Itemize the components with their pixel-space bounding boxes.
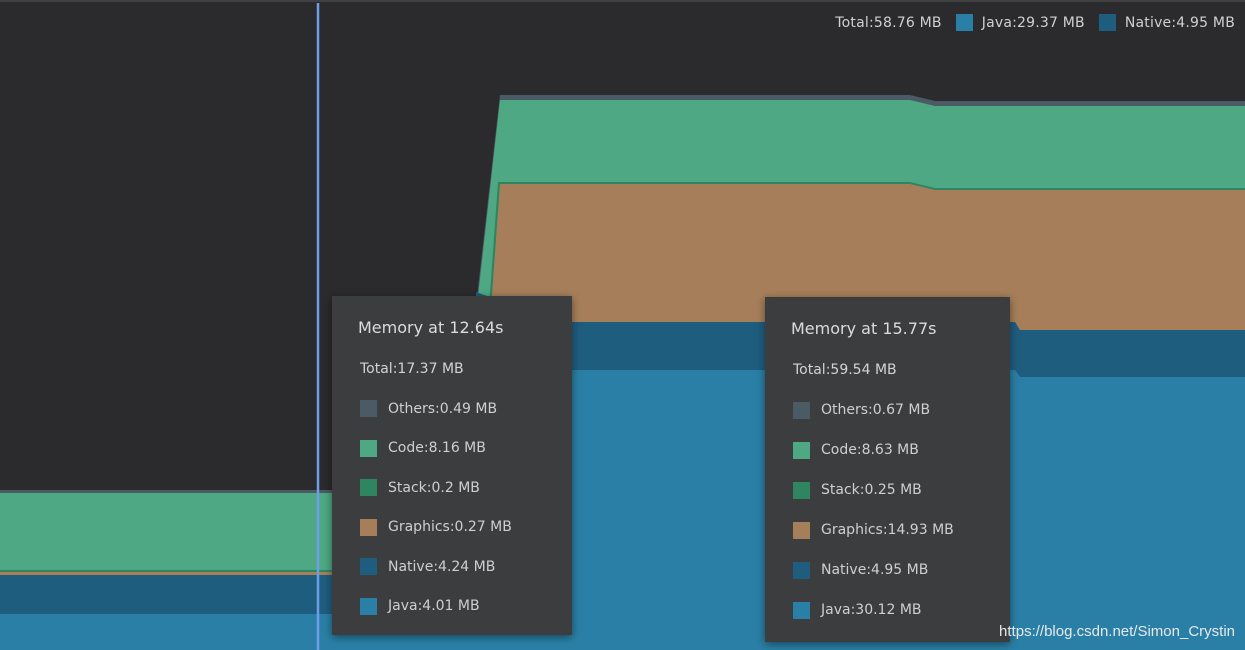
tooltip-row-label: Code:: [821, 442, 862, 458]
tooltip-row-others: Others: 0.49 MB: [358, 389, 572, 429]
tooltip-row-graphics: Graphics: 0.27 MB: [358, 508, 572, 548]
tooltip-row-native: Native: 4.95 MB: [791, 550, 1010, 590]
tooltip-row-value: 4.95 MB: [871, 562, 929, 578]
legend-native: Native:4.95 MB: [1098, 14, 1235, 31]
tooltip-row-value: 0.67 MB: [872, 402, 931, 418]
tooltip-row-code: Code: 8.63 MB: [791, 430, 1010, 470]
tooltip-row-code: Code: 8.16 MB: [358, 429, 572, 469]
chart-legend: Total:58.76 MB Java:29.37 MB Native:4.95…: [835, 14, 1235, 31]
tooltip-row-java: Java: 4.01 MB: [358, 587, 572, 627]
tooltip-row-native: Native: 4.24 MB: [358, 547, 572, 587]
tooltip-row-label: Others:: [821, 402, 873, 418]
tooltip-row-value: 0.49 MB: [439, 400, 498, 417]
tooltip-row-label: Java:: [821, 602, 856, 618]
tooltip-row-value: 30.12 MB: [855, 602, 922, 618]
others-swatch: [360, 400, 377, 418]
legend-java-swatch: [955, 14, 973, 31]
native-swatch: [360, 558, 377, 576]
graphics-swatch: [793, 521, 810, 539]
tooltip-row-label: Others:: [388, 400, 440, 417]
legend-native-swatch: [1098, 14, 1116, 31]
others-swatch: [793, 401, 810, 419]
legend-java: Java:29.37 MB: [955, 14, 1085, 31]
tooltip-row-label: Stack:: [388, 479, 432, 496]
tooltip-row-stack: Stack: 0.2 MB: [358, 468, 572, 508]
code-swatch: [793, 441, 810, 459]
tooltip-row-others: Others: 0.67 MB: [791, 390, 1010, 430]
tooltip-row-value: 4.24 MB: [438, 558, 496, 575]
tooltip-row-value: 0.25 MB: [864, 482, 922, 498]
tooltip-row-value: 8.16 MB: [428, 440, 486, 457]
stack-swatch: [793, 481, 810, 499]
tooltip-row-value: 8.63 MB: [861, 442, 919, 458]
tooltip-row-value: 4.01 MB: [422, 598, 480, 615]
tooltip-row-label: Graphics:: [821, 522, 888, 538]
tooltip-row-label: Code:: [388, 440, 429, 457]
tooltip-row-value: 14.93 MB: [887, 522, 954, 538]
tooltip-total: Total:17.37 MB: [360, 361, 464, 377]
code-swatch: [360, 439, 377, 457]
java-swatch: [360, 597, 377, 615]
native-swatch: [793, 561, 810, 579]
tooltip-title: Memory at 12.64s: [358, 318, 504, 337]
graphics-swatch: [360, 518, 377, 536]
watermark: https://blog.csdn.net/Simon_Crystin: [999, 623, 1235, 640]
tooltip-row-label: Java:: [388, 598, 423, 615]
java-swatch: [793, 601, 810, 619]
legend-total: Total:58.76 MB: [835, 15, 941, 31]
legend-java-label: Java:29.37 MB: [981, 14, 1085, 31]
tooltip-total: Total:59.54 MB: [793, 362, 897, 378]
tooltip-row-value: 0.27 MB: [454, 519, 512, 536]
memory-tooltip-12s: Memory at 12.64s Total:17.37 MB Others: 0…: [332, 296, 572, 635]
stack-swatch: [360, 479, 377, 497]
tooltip-row-label: Native:: [388, 558, 439, 575]
tooltip-row-stack: Stack: 0.25 MB: [791, 470, 1010, 510]
legend-native-label: Native:4.95 MB: [1124, 14, 1235, 31]
legend-total-label: Total:58.76 MB: [835, 14, 942, 31]
tooltip-row-label: Native:: [821, 562, 872, 578]
memory-tooltip-15s: Memory at 15.77s Total:59.54 MB Others: 0…: [765, 297, 1010, 642]
tooltip-row-value: 0.2 MB: [431, 479, 480, 496]
tooltip-title: Memory at 15.77s: [791, 319, 937, 338]
tooltip-row-label: Graphics:: [388, 519, 455, 536]
tooltip-row-graphics: Graphics: 14.93 MB: [791, 510, 1010, 550]
tooltip-row-java: Java: 30.12 MB: [791, 590, 1010, 630]
tooltip-row-label: Stack:: [821, 482, 865, 498]
